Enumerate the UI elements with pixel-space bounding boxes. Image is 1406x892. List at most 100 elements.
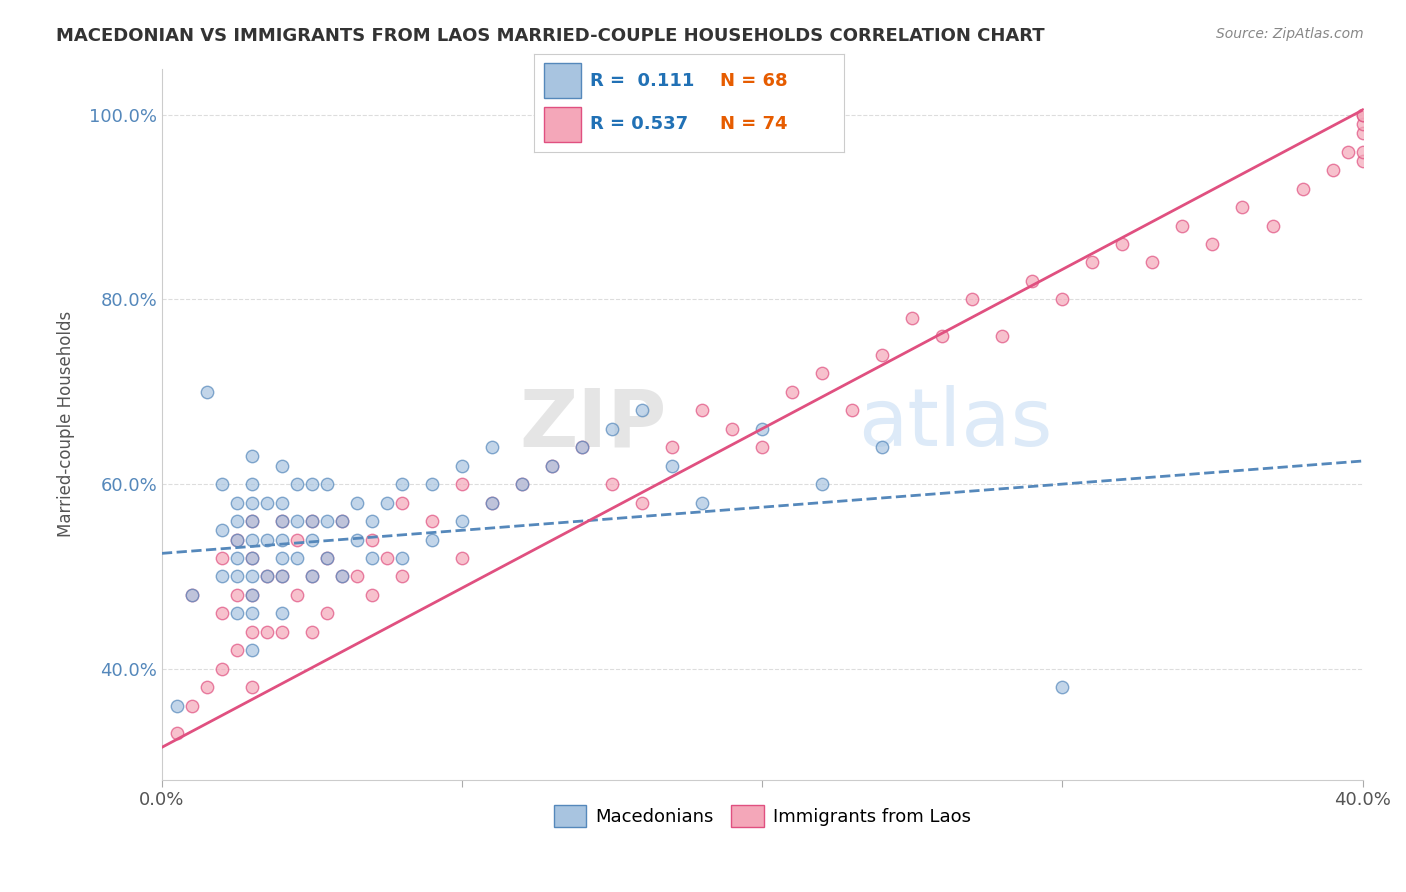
Point — [1081, 255, 1104, 269]
Point — [195, 680, 218, 694]
Point — [510, 477, 533, 491]
Point — [240, 477, 263, 491]
Point — [1201, 237, 1223, 252]
Point — [271, 514, 294, 528]
Point — [181, 588, 204, 602]
Point — [541, 458, 564, 473]
Point — [451, 477, 474, 491]
Point — [690, 495, 713, 509]
Point — [841, 403, 863, 417]
Point — [256, 495, 278, 509]
Point — [285, 551, 308, 566]
Point — [211, 662, 233, 676]
Point — [240, 643, 263, 657]
Point — [872, 440, 894, 454]
Point — [240, 588, 263, 602]
Point — [361, 533, 384, 547]
Point — [256, 569, 278, 583]
Point — [226, 533, 249, 547]
Point — [1351, 108, 1374, 122]
Point — [271, 551, 294, 566]
Point — [226, 514, 249, 528]
Point — [1336, 145, 1358, 159]
Point — [346, 569, 368, 583]
Point — [226, 588, 249, 602]
Point — [391, 569, 413, 583]
Point — [361, 551, 384, 566]
Point — [256, 569, 278, 583]
Text: MACEDONIAN VS IMMIGRANTS FROM LAOS MARRIED-COUPLE HOUSEHOLDS CORRELATION CHART: MACEDONIAN VS IMMIGRANTS FROM LAOS MARRI… — [56, 27, 1045, 45]
Point — [195, 384, 218, 399]
Point — [451, 514, 474, 528]
Point — [391, 551, 413, 566]
Y-axis label: Married-couple Households: Married-couple Households — [58, 311, 75, 537]
Point — [780, 384, 803, 399]
Point — [811, 477, 834, 491]
Point — [271, 569, 294, 583]
Point — [1351, 145, 1374, 159]
Point — [1351, 126, 1374, 140]
Point — [240, 588, 263, 602]
Text: N = 68: N = 68 — [720, 72, 787, 90]
Point — [751, 440, 773, 454]
Point — [181, 588, 204, 602]
Point — [301, 514, 323, 528]
Text: Source: ZipAtlas.com: Source: ZipAtlas.com — [1216, 27, 1364, 41]
Point — [391, 477, 413, 491]
Point — [240, 514, 263, 528]
Point — [211, 569, 233, 583]
Point — [285, 533, 308, 547]
Point — [420, 533, 443, 547]
Point — [301, 569, 323, 583]
Text: R = 0.537: R = 0.537 — [591, 115, 688, 133]
Point — [1171, 219, 1194, 233]
Point — [271, 607, 294, 621]
Point — [256, 624, 278, 639]
Text: ZIP: ZIP — [519, 385, 666, 463]
Point — [661, 458, 683, 473]
Point — [1021, 274, 1043, 288]
Point — [285, 514, 308, 528]
Point — [420, 477, 443, 491]
Point — [541, 458, 564, 473]
Point — [1052, 680, 1074, 694]
Point — [1052, 293, 1074, 307]
Point — [271, 624, 294, 639]
Point — [285, 477, 308, 491]
Point — [316, 514, 339, 528]
Point — [271, 458, 294, 473]
Point — [420, 514, 443, 528]
Point — [166, 698, 188, 713]
Point — [240, 551, 263, 566]
Point — [661, 440, 683, 454]
Text: R =  0.111: R = 0.111 — [591, 72, 695, 90]
Point — [1232, 200, 1254, 214]
Point — [316, 477, 339, 491]
Point — [1351, 153, 1374, 168]
Point — [1351, 108, 1374, 122]
Point — [226, 607, 249, 621]
Point — [211, 607, 233, 621]
Point — [240, 450, 263, 464]
Point — [240, 551, 263, 566]
Point — [631, 403, 654, 417]
Point — [271, 514, 294, 528]
Point — [375, 551, 398, 566]
Point — [301, 569, 323, 583]
Point — [226, 551, 249, 566]
Point — [211, 523, 233, 537]
Legend: Macedonians, Immigrants from Laos: Macedonians, Immigrants from Laos — [547, 798, 979, 835]
Point — [1111, 237, 1133, 252]
Point — [451, 551, 474, 566]
Bar — [544, 108, 581, 142]
Point — [571, 440, 593, 454]
Point — [240, 569, 263, 583]
Point — [240, 495, 263, 509]
Point — [330, 514, 353, 528]
Point — [600, 477, 623, 491]
Point — [301, 477, 323, 491]
Text: atlas: atlas — [858, 385, 1053, 463]
Text: N = 74: N = 74 — [720, 115, 787, 133]
Point — [721, 422, 744, 436]
Point — [571, 440, 593, 454]
